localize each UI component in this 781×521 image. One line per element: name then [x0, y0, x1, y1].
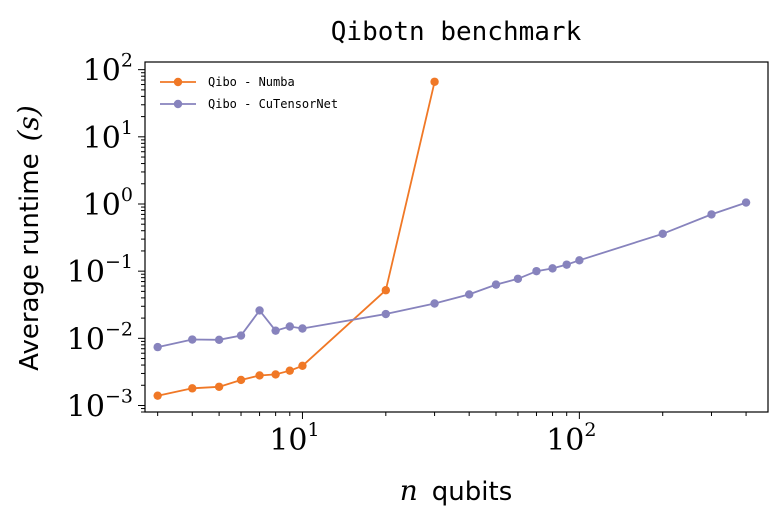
y-tick-label-base: 10 [83, 54, 121, 89]
series-line [157, 201, 747, 348]
data-point [285, 322, 294, 331]
plot-area-border [144, 61, 769, 413]
legend: Qibo - Numba Qibo - CuTensorNet [160, 75, 338, 111]
x-axis-label-text: qubits [432, 477, 512, 507]
data-point [575, 256, 584, 265]
data-point [381, 309, 391, 319]
x-axis-label: n qubits [400, 474, 513, 507]
data-point [255, 306, 264, 315]
data-point [236, 375, 246, 385]
data-point [188, 335, 197, 344]
y-axis-label: Average runtime (s) [12, 105, 45, 371]
data-point [188, 384, 197, 393]
data-point [255, 371, 264, 380]
data-point [491, 280, 501, 289]
y-tick-label-base: 10 [67, 322, 105, 357]
y-tick-label: 100 [83, 184, 133, 223]
series-2 [153, 198, 751, 352]
x-tick-label: 101 [269, 419, 319, 458]
legend-label: Qibo - CuTensorNet [208, 97, 338, 111]
x-tick-label-base: 10 [269, 423, 307, 458]
data-point [153, 342, 162, 352]
y-tick-label-exponent: −3 [105, 385, 133, 407]
data-point [285, 366, 294, 375]
data-point [298, 324, 307, 333]
data-point [532, 266, 541, 276]
data-point [513, 274, 523, 283]
x-tick-label-base: 10 [546, 423, 584, 458]
data-point [298, 361, 307, 370]
y-axis-label-text: Average runtime [15, 153, 45, 370]
data-point [271, 370, 280, 379]
legend-entry: Qibo - CuTensorNet [160, 97, 338, 111]
chart-title: Qibotn benchmark [331, 17, 582, 47]
data-point [464, 290, 474, 299]
y-tick-label-base: 10 [67, 389, 105, 424]
y-tick-label-exponent: 0 [121, 184, 133, 206]
x-tick-label-exponent: 1 [308, 419, 320, 441]
y-tick-label: 101 [83, 117, 133, 156]
y-tick-label: 10−1 [67, 251, 133, 290]
data-point [236, 331, 246, 340]
y-tick-label-exponent: −2 [105, 318, 133, 340]
data-point [707, 210, 716, 219]
y-tick-label-exponent: −1 [105, 251, 133, 273]
y-tick-label-exponent: 1 [121, 117, 133, 139]
x-axis-ticks: 101 102 [157, 412, 747, 458]
y-tick-label: 10−2 [67, 318, 133, 357]
data-point [430, 299, 439, 308]
series-layer [153, 77, 751, 400]
data-point [741, 198, 751, 207]
data-point [153, 391, 162, 400]
x-tick-label-exponent: 2 [584, 419, 596, 441]
y-tick-label-exponent: 2 [121, 50, 133, 72]
legend-label: Qibo - Numba [208, 75, 295, 89]
data-point [271, 326, 280, 335]
data-point [658, 229, 667, 238]
y-tick-label: 10−3 [67, 385, 133, 424]
series-line [157, 81, 436, 397]
x-tick-label: 102 [546, 419, 596, 458]
y-axis-label-unit: (s) [12, 105, 45, 141]
y-tick-label: 102 [83, 50, 133, 89]
y-tick-label-base: 10 [83, 188, 121, 223]
data-point [562, 260, 571, 269]
x-axis-label-variable: n [400, 474, 418, 507]
data-point [214, 382, 224, 391]
data-point [430, 77, 439, 86]
series-1 [153, 77, 439, 400]
legend-marker [173, 77, 183, 87]
data-point [548, 264, 557, 273]
legend-entry: Qibo - Numba [160, 75, 295, 89]
y-tick-label-base: 10 [83, 121, 121, 156]
y-tick-label-base: 10 [67, 255, 105, 290]
legend-marker [173, 99, 183, 109]
plot-frame [144, 61, 769, 413]
data-point [214, 335, 224, 345]
data-point [381, 286, 391, 295]
